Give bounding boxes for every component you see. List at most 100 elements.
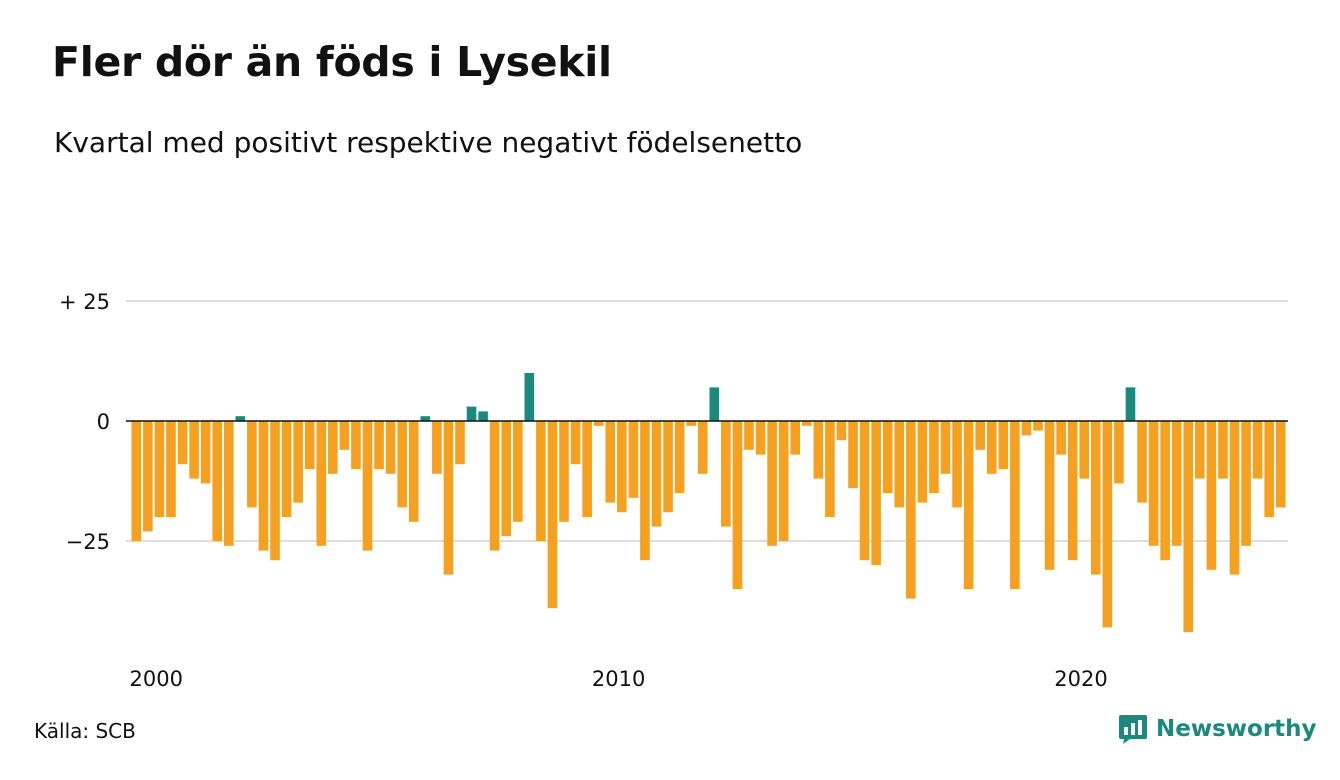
bar-negative — [223, 421, 234, 546]
bar-positive — [524, 373, 535, 421]
bar-negative — [755, 421, 766, 455]
bar-negative — [1218, 421, 1228, 479]
bar-negative — [270, 421, 280, 561]
bar-negative — [882, 421, 893, 493]
bar-negative — [744, 421, 754, 450]
bar-negative — [697, 421, 708, 474]
bar-negative — [455, 421, 465, 465]
bar-negative — [767, 421, 777, 546]
bar-negative — [143, 421, 153, 532]
newsworthy-logo-icon — [1119, 715, 1147, 744]
bar-negative — [790, 421, 801, 455]
bar-negative — [732, 421, 743, 589]
bar-negative — [385, 421, 396, 474]
bar-negative — [1044, 421, 1055, 570]
bar-negative — [778, 421, 789, 541]
chart-subtitle: Kvartal med positivt respektive negativt… — [54, 126, 803, 159]
bar-negative — [651, 421, 662, 527]
bar-negative — [859, 421, 870, 561]
bar-negative — [501, 421, 512, 537]
bar-negative — [836, 421, 847, 441]
bar-negative — [154, 421, 165, 517]
bar-negative — [536, 421, 546, 541]
bar-negative — [963, 421, 974, 589]
bar-negative — [1252, 421, 1263, 479]
bar-negative — [1056, 421, 1066, 455]
bar-negative — [316, 421, 327, 546]
bar-positive — [709, 387, 720, 421]
bar-negative — [986, 421, 997, 474]
bar-negative — [975, 421, 985, 450]
bar-negative — [1021, 421, 1032, 436]
bar-negative — [871, 421, 881, 565]
bar-negative — [593, 421, 604, 426]
bar-negative — [362, 421, 373, 551]
chart-title: Fler dör än föds i Lysekil — [52, 38, 612, 86]
bar-negative — [443, 421, 454, 575]
brand-name: Newsworthy — [1156, 716, 1317, 742]
x-tick-label: 2000 — [130, 667, 183, 691]
bar-negative — [1183, 421, 1194, 633]
bar-negative — [1195, 421, 1205, 479]
bar-negative — [247, 421, 257, 508]
bar-negative — [721, 421, 731, 527]
y-tick-label: −25 — [66, 530, 110, 554]
bar-negative — [1079, 421, 1090, 479]
bar-negative — [906, 421, 916, 599]
bar-negative — [559, 421, 569, 522]
bar-negative — [328, 421, 338, 474]
bar-negative — [339, 421, 350, 450]
bar-negative — [547, 421, 558, 609]
bar-positive — [1125, 387, 1136, 421]
bar-negative — [212, 421, 223, 541]
bar-negative — [813, 421, 824, 479]
bar-negative — [582, 421, 592, 517]
bar-positive — [466, 406, 477, 421]
bar-negative — [1033, 421, 1043, 431]
bar-negative — [1229, 421, 1240, 575]
bar-negative — [617, 421, 627, 513]
brand-logo: Newsworthy — [1118, 713, 1317, 745]
bar-positive — [420, 416, 431, 421]
x-tick-label: 2020 — [1054, 667, 1107, 691]
bar-negative — [848, 421, 858, 489]
bar-negative — [304, 421, 315, 469]
bar-negative — [1114, 421, 1124, 484]
bar-negative — [894, 421, 905, 508]
bar-negative — [1090, 421, 1101, 575]
bar-negative — [1067, 421, 1078, 561]
bar-negative — [408, 421, 419, 522]
bar-negative — [131, 421, 142, 541]
bar-negative — [1148, 421, 1159, 546]
bar-negative — [293, 421, 303, 503]
bar-negative — [929, 421, 939, 493]
bar-negative — [952, 421, 962, 508]
bar-negative — [917, 421, 928, 503]
bar-negative — [998, 421, 1009, 469]
bar-positive — [235, 416, 246, 421]
bar-negative — [663, 421, 673, 513]
bar-negative — [1137, 421, 1147, 503]
bar-negative — [1241, 421, 1251, 546]
bar-negative — [489, 421, 500, 551]
bar-negative — [351, 421, 361, 469]
bar-negative — [686, 421, 696, 426]
bar-negative — [177, 421, 188, 465]
bar-negative — [1010, 421, 1020, 589]
bar-negative — [1160, 421, 1170, 561]
bar-negative — [374, 421, 384, 469]
bar-negative — [512, 421, 523, 522]
bar-negative — [570, 421, 581, 465]
bar-positive — [478, 411, 488, 421]
y-tick-label: + 25 — [59, 290, 110, 314]
source-note: Källa: SCB — [34, 719, 136, 743]
bar-chart: + 25 0 −25 2000 2010 2020 — [59, 290, 1288, 691]
bar-negative — [258, 421, 269, 551]
bar-negative — [397, 421, 407, 508]
bar-negative — [801, 421, 812, 426]
bar-negative — [940, 421, 951, 474]
bar-negative — [200, 421, 211, 484]
bar-negative — [640, 421, 650, 561]
bar-negative — [1171, 421, 1182, 546]
x-tick-label: 2010 — [592, 667, 645, 691]
